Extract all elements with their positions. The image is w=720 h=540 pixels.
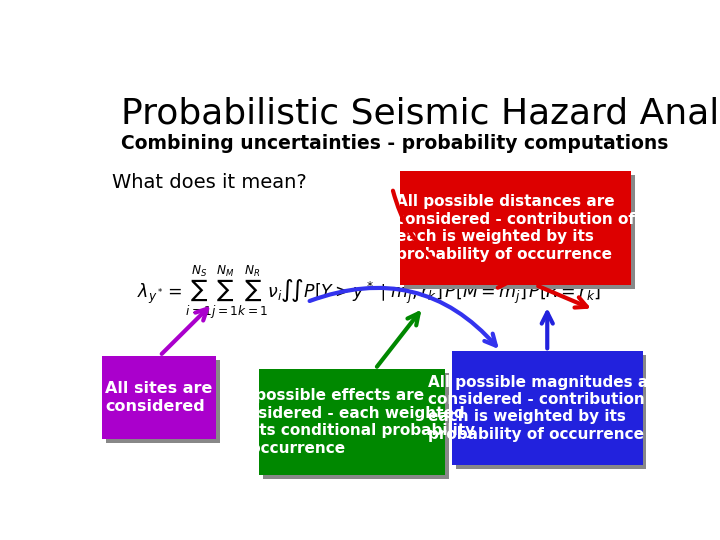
FancyBboxPatch shape (259, 369, 445, 475)
FancyBboxPatch shape (106, 360, 220, 443)
FancyBboxPatch shape (102, 356, 216, 439)
Text: Combining uncertainties - probability computations: Combining uncertainties - probability co… (121, 134, 668, 153)
FancyBboxPatch shape (400, 171, 631, 285)
Text: Probabilistic Seismic Hazard Analysis: Probabilistic Seismic Hazard Analysis (121, 97, 720, 131)
Text: $\lambda_{y^*} = \sum_{i=1}^{N_S} \sum_{j=1}^{N_M} \sum_{k=1}^{N_R} \nu_i \int\!: $\lambda_{y^*} = \sum_{i=1}^{N_S} \sum_{… (137, 263, 601, 321)
Text: All sites are
considered: All sites are considered (105, 381, 212, 414)
FancyBboxPatch shape (263, 373, 449, 479)
Text: All possible effects are
considered - each weighted
by its conditional probabili: All possible effects are considered - ea… (228, 388, 475, 456)
FancyBboxPatch shape (404, 175, 635, 289)
Text: All possible magnitudes are
considered - contribution of
each is weighted by its: All possible magnitudes are considered -… (428, 375, 667, 442)
FancyBboxPatch shape (452, 351, 642, 465)
Text: What does it mean?: What does it mean? (112, 173, 307, 192)
Text: All possible distances are
considered - contribution of
each is weighted by its
: All possible distances are considered - … (396, 194, 635, 262)
FancyBboxPatch shape (456, 355, 647, 469)
